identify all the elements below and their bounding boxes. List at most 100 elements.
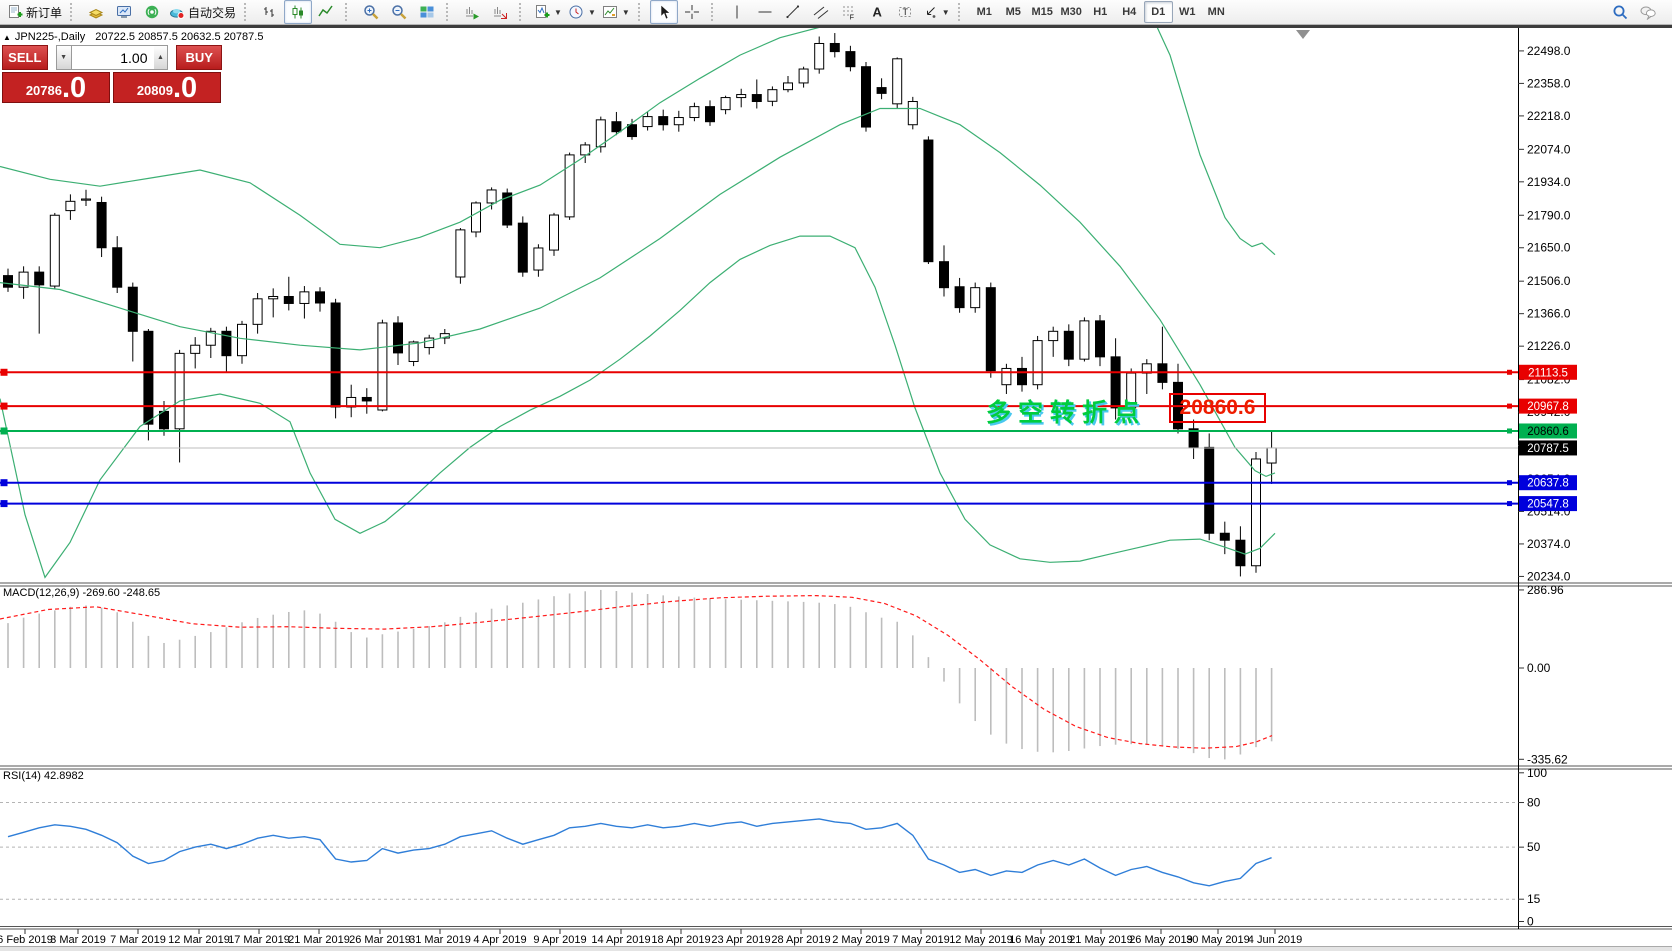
book-button[interactable] xyxy=(82,0,110,24)
chart-shift-button[interactable] xyxy=(486,0,514,24)
line-left-handle[interactable] xyxy=(0,402,8,410)
autotrading-button[interactable]: 自动交易 xyxy=(166,0,239,24)
timeframe-W1-button[interactable]: W1 xyxy=(1178,6,1196,18)
new-order-button[interactable]: 新订单 xyxy=(4,0,65,24)
vertical-line-button[interactable] xyxy=(723,0,751,24)
horizontal-line-button[interactable] xyxy=(751,0,779,24)
terminal-icon xyxy=(117,6,132,18)
date-tick-label: 30 May 2019 xyxy=(1186,934,1250,946)
price-tick-label: 21226.0 xyxy=(1527,339,1571,353)
date-tick-label: 18 Apr 2019 xyxy=(651,934,710,946)
main-pane xyxy=(0,28,1518,579)
bollinger-lower-band xyxy=(0,235,1276,579)
periods-button[interactable]: ▼ xyxy=(565,0,599,24)
svg-text:T: T xyxy=(902,7,908,17)
bar-chart-button[interactable] xyxy=(256,0,284,24)
search-button[interactable] xyxy=(1606,0,1634,24)
zoom-in-icon xyxy=(364,5,379,20)
macd-tick-label: -335.62 xyxy=(1527,752,1568,766)
candlestick-chart-icon xyxy=(292,5,304,19)
price-tick-label: 21790.0 xyxy=(1527,208,1571,222)
date-tick-label: 16 May 2019 xyxy=(1009,934,1073,946)
chart-shift-marker[interactable] xyxy=(1296,30,1310,39)
arrows-button[interactable]: ▼ xyxy=(919,0,953,24)
volume-decrease-button[interactable]: ▼ xyxy=(55,45,72,70)
timeframe-M5-button[interactable]: M5 xyxy=(1005,6,1021,18)
auto-scroll-icon xyxy=(466,7,480,20)
buy-button[interactable]: BUY xyxy=(176,45,222,70)
tile-windows-icon xyxy=(420,6,434,18)
cursor-button[interactable] xyxy=(649,0,678,24)
text-label-button[interactable]: T xyxy=(891,0,919,24)
templates-button[interactable]: ▼ xyxy=(599,0,633,24)
line-right-handle[interactable] xyxy=(1507,428,1512,434)
price-axis: 22498.0 22358.0 22218.0 22074.0 21934.0 21790… xyxy=(1518,44,1577,929)
line-right-handle[interactable] xyxy=(1507,369,1512,375)
timeframe-M1-button[interactable]: M1 xyxy=(976,6,992,18)
line-right-handle[interactable] xyxy=(1507,480,1512,486)
terminal-button[interactable] xyxy=(110,0,138,24)
trendline-button[interactable] xyxy=(779,0,807,24)
symbol-name: JPN225-,Daily xyxy=(14,31,86,43)
buy-price-fraction: .0 xyxy=(172,72,198,104)
line-left-handle[interactable] xyxy=(0,479,8,487)
bollinger-bands xyxy=(0,28,1276,579)
auto-scroll-button[interactable] xyxy=(458,0,486,24)
toolbar-grip xyxy=(637,3,645,21)
tile-windows-button[interactable] xyxy=(413,0,441,24)
zoom-out-button[interactable] xyxy=(385,0,413,24)
timeframe-M15-button[interactable]: M15 xyxy=(1031,6,1053,18)
sell-button[interactable]: SELL xyxy=(2,45,48,70)
toolbar-grip xyxy=(710,3,718,21)
zoom-in-button[interactable] xyxy=(357,0,385,24)
date-tick-label: 4 Apr 2019 xyxy=(473,934,526,946)
price-tick-label: 21650.0 xyxy=(1527,241,1571,255)
text-label-icon: T xyxy=(898,7,911,17)
macd-tick-label: 286.96 xyxy=(1527,583,1564,597)
line-left-handle[interactable] xyxy=(0,427,8,435)
fibonacci-button[interactable]: F xyxy=(835,0,863,24)
timeframe-D1-button[interactable]: D1 xyxy=(1143,1,1173,23)
chart-text-annotation[interactable]: 多空转折点 xyxy=(986,399,1147,427)
line-right-handle[interactable] xyxy=(1507,501,1512,507)
buy-price[interactable]: 20809.0 xyxy=(113,72,221,103)
chat-button[interactable] xyxy=(1634,0,1662,24)
indicators-button[interactable]: ▼ xyxy=(531,0,565,24)
signal-button[interactable] xyxy=(138,0,166,24)
timeframe-H4-button[interactable]: H4 xyxy=(1122,6,1137,18)
date-tick-label: 21 May 2019 xyxy=(1069,934,1133,946)
macd-tick-label: 0.00 xyxy=(1527,661,1551,675)
volume-increase-button[interactable]: ▲ xyxy=(153,45,169,70)
date-tick-label: 3 Mar 2019 xyxy=(50,934,106,946)
volume-input[interactable] xyxy=(71,45,154,70)
equidistant-channel-icon xyxy=(813,6,829,19)
text-button[interactable]: A xyxy=(863,0,891,24)
macd-pane xyxy=(0,589,1273,760)
crosshair-button[interactable] xyxy=(678,0,706,24)
rsi-tick-label: 50 xyxy=(1527,840,1541,854)
date-tick-label: 23 Apr 2019 xyxy=(711,934,770,946)
toolbar: 新订单 自动交易 ▼ ▼ ▼ F A T ▼ M1 M5 M15 M30 H1 H4 D1 W1 MN xyxy=(0,0,1672,25)
line-right-handle[interactable] xyxy=(1507,403,1512,409)
timeframe-H1-button[interactable]: H1 xyxy=(1093,6,1108,18)
line-left-handle[interactable] xyxy=(0,500,8,508)
rsi-tick-label: 15 xyxy=(1527,892,1541,906)
price-badge xyxy=(1519,364,1577,380)
candlestick-chart-button[interactable] xyxy=(284,0,313,24)
collapse-arrow-icon[interactable]: ▲ xyxy=(3,33,11,42)
timeframe-M30-button[interactable]: M30 xyxy=(1060,6,1082,18)
price-callout-box[interactable]: 20860.6 xyxy=(1169,393,1266,423)
equidistant-channel-button[interactable] xyxy=(807,0,835,24)
timeframe-MN-button[interactable]: MN xyxy=(1207,6,1225,18)
search-icon xyxy=(1613,5,1628,20)
sell-price-main: 20786 xyxy=(25,83,62,98)
signal-icon xyxy=(145,5,159,19)
sell-price[interactable]: 20786.0 xyxy=(2,72,110,103)
price-tick-label: 20234.0 xyxy=(1527,569,1571,583)
chart-canvas[interactable]: 22498.0 22358.0 22218.0 22074.0 21934.0 21790… xyxy=(0,28,1672,951)
one-click-trading-panel: SELL ▼ ▲ BUY 20786.0 20809.0 xyxy=(2,45,222,103)
line-chart-button[interactable] xyxy=(312,0,340,24)
book-icon xyxy=(88,8,104,19)
line-left-handle[interactable] xyxy=(0,368,8,376)
